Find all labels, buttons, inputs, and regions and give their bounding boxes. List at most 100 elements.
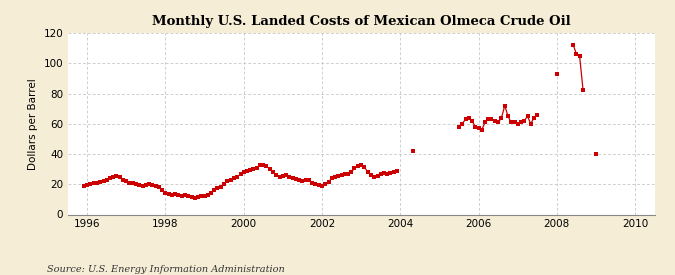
Point bbox=[519, 119, 530, 123]
Point bbox=[82, 183, 92, 187]
Point bbox=[493, 120, 504, 124]
Point bbox=[114, 175, 125, 180]
Point bbox=[167, 192, 178, 197]
Point bbox=[163, 192, 174, 196]
Point bbox=[473, 125, 484, 130]
Point bbox=[192, 195, 203, 199]
Point bbox=[464, 116, 475, 121]
Point bbox=[369, 175, 379, 179]
Point bbox=[310, 182, 321, 186]
Point bbox=[254, 163, 265, 167]
Point bbox=[271, 173, 281, 177]
Point bbox=[323, 180, 334, 184]
Point bbox=[480, 120, 491, 124]
Point bbox=[199, 193, 210, 198]
Point bbox=[290, 177, 301, 181]
Point bbox=[209, 188, 220, 192]
Point bbox=[317, 184, 327, 188]
Point bbox=[466, 119, 477, 123]
Point bbox=[238, 170, 249, 174]
Point bbox=[382, 172, 393, 176]
Point bbox=[121, 179, 132, 183]
Point bbox=[173, 192, 184, 197]
Point bbox=[190, 196, 200, 200]
Point bbox=[281, 173, 292, 177]
Point bbox=[98, 179, 109, 183]
Point bbox=[477, 128, 487, 132]
Point bbox=[349, 166, 360, 170]
Point bbox=[470, 125, 481, 129]
Point bbox=[574, 53, 585, 58]
Point bbox=[486, 117, 497, 122]
Point bbox=[509, 120, 520, 124]
Point bbox=[180, 192, 190, 197]
Point bbox=[500, 103, 510, 108]
Point bbox=[333, 174, 344, 178]
Point bbox=[313, 183, 324, 187]
Point bbox=[108, 175, 119, 179]
Point bbox=[128, 181, 138, 186]
Point bbox=[245, 168, 256, 172]
Point bbox=[268, 170, 279, 174]
Point bbox=[502, 114, 513, 118]
Point bbox=[516, 120, 526, 124]
Point bbox=[578, 88, 589, 93]
Point bbox=[202, 192, 213, 197]
Point bbox=[206, 191, 217, 196]
Point bbox=[130, 182, 141, 186]
Point bbox=[512, 122, 523, 126]
Point bbox=[284, 175, 295, 179]
Point bbox=[551, 72, 562, 76]
Point bbox=[529, 116, 539, 120]
Point bbox=[261, 164, 272, 168]
Point bbox=[489, 119, 500, 123]
Point bbox=[457, 122, 468, 126]
Point bbox=[274, 175, 285, 179]
Point bbox=[568, 43, 578, 47]
Point bbox=[297, 179, 308, 183]
Point bbox=[147, 183, 158, 187]
Title: Monthly U.S. Landed Costs of Mexican Olmeca Crude Oil: Monthly U.S. Landed Costs of Mexican Olm… bbox=[152, 15, 570, 28]
Point bbox=[329, 175, 340, 179]
Point bbox=[251, 166, 262, 170]
Point bbox=[356, 163, 367, 167]
Point bbox=[320, 182, 331, 186]
Point bbox=[212, 186, 223, 190]
Point bbox=[144, 182, 155, 186]
Point bbox=[196, 194, 207, 199]
Point bbox=[117, 178, 128, 182]
Point bbox=[326, 176, 337, 180]
Point bbox=[88, 181, 99, 186]
Point bbox=[258, 162, 269, 167]
Point bbox=[300, 178, 311, 183]
Point bbox=[183, 194, 194, 199]
Point bbox=[232, 175, 242, 179]
Point bbox=[359, 165, 370, 169]
Point bbox=[366, 173, 377, 177]
Point bbox=[95, 180, 105, 184]
Point bbox=[92, 181, 103, 185]
Y-axis label: Dollars per Barrel: Dollars per Barrel bbox=[28, 78, 38, 170]
Point bbox=[137, 184, 148, 188]
Point bbox=[140, 183, 151, 187]
Point bbox=[506, 120, 516, 124]
Point bbox=[134, 183, 144, 187]
Point bbox=[336, 173, 347, 177]
Point bbox=[150, 184, 161, 188]
Point bbox=[454, 125, 464, 129]
Point bbox=[294, 178, 304, 183]
Point bbox=[85, 182, 96, 186]
Point bbox=[242, 168, 252, 173]
Point bbox=[408, 149, 418, 153]
Point bbox=[265, 167, 275, 171]
Point bbox=[496, 116, 507, 121]
Point bbox=[219, 182, 230, 186]
Point bbox=[385, 171, 396, 175]
Point bbox=[591, 152, 601, 156]
Point bbox=[288, 176, 298, 180]
Point bbox=[215, 184, 226, 189]
Point bbox=[375, 172, 386, 176]
Text: Source: U.S. Energy Information Administration: Source: U.S. Energy Information Administ… bbox=[47, 265, 285, 274]
Point bbox=[392, 168, 402, 173]
Point bbox=[483, 117, 494, 122]
